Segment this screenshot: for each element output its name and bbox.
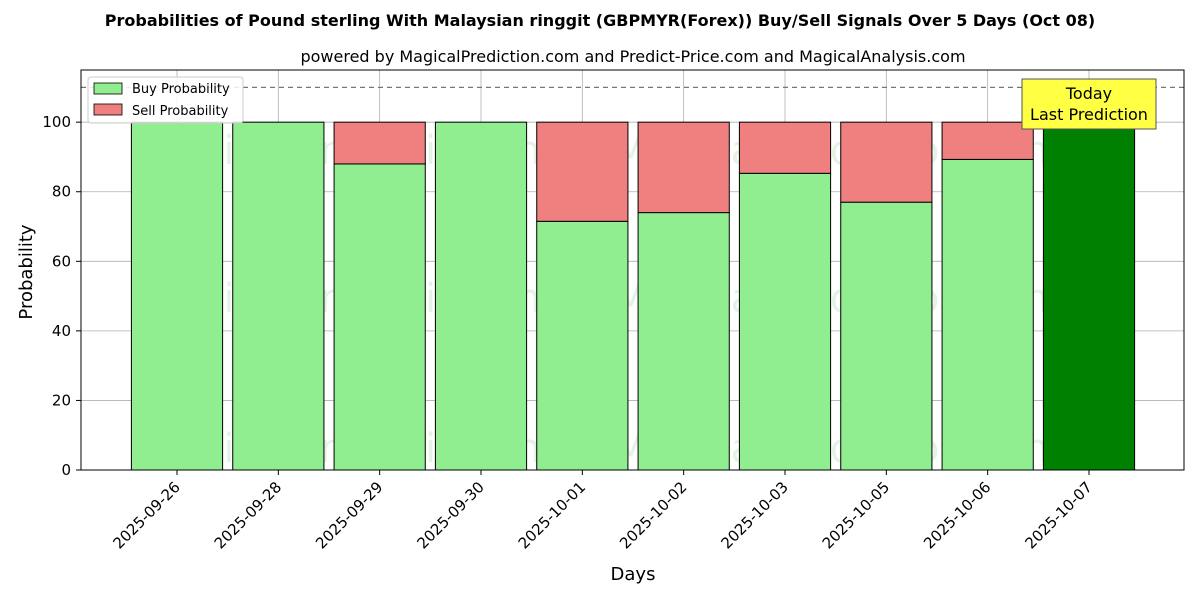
x-tick-label: 2025-10-01 — [515, 478, 589, 552]
legend-swatch-sell — [93, 103, 123, 116]
x-tick-label: 2025-09-26 — [109, 478, 183, 552]
y-axis-label: Probability — [16, 224, 37, 319]
today-annotation: Today Last Prediction — [1021, 78, 1157, 130]
bar-buy — [941, 158, 1034, 471]
x-ticks: 2025-09-26 2025-09-28 2025-09-29 2025-09-30… — [109, 470, 1096, 552]
chart-title: Probabilities of Pound sterling With Mal… — [105, 11, 1095, 30]
annotation-box — [1021, 78, 1157, 130]
axes — [80, 69, 1185, 471]
bar-sell — [333, 121, 426, 165]
y-tick-label: 100 — [42, 113, 71, 131]
x-tick-label: 2025-10-02 — [616, 478, 690, 552]
x-tick-label: 2025-10-06 — [920, 478, 994, 552]
y-tick-label: 40 — [52, 322, 71, 340]
bar-buy — [637, 212, 730, 471]
bar-sell — [536, 121, 629, 222]
legend-frame — [87, 76, 244, 124]
x-axis-label: Days — [611, 564, 656, 585]
bar-buy — [130, 121, 224, 471]
bar-sell — [738, 121, 832, 174]
bar-buy — [1042, 121, 1136, 471]
x-tick-label: 2025-09-29 — [312, 478, 386, 552]
bar-buy — [840, 201, 933, 471]
legend-swatch-buy — [93, 82, 123, 95]
bar-buy — [738, 172, 832, 471]
bar-sell — [637, 121, 730, 214]
y-tick-label: 80 — [52, 183, 71, 201]
bar-sell — [941, 121, 1034, 160]
x-tick-label: 2025-10-05 — [819, 478, 893, 552]
y-tick-label: 20 — [52, 391, 71, 409]
legend-label-sell: Sell Probability — [132, 104, 229, 119]
bar-sell — [840, 121, 933, 203]
bars — [130, 121, 1136, 471]
x-tick-label: 2025-10-03 — [717, 478, 791, 552]
y-tick-label: 0 — [61, 461, 71, 479]
x-tick-label: 2025-09-28 — [211, 478, 285, 552]
legend-label-buy: Buy Probability — [132, 82, 230, 97]
y-ticks: 0 20 40 60 80 100 — [42, 113, 81, 479]
x-tick-label: 2025-10-07 — [1021, 478, 1095, 552]
bar-buy — [333, 163, 426, 471]
annotation-line-2: Last Prediction — [1030, 105, 1148, 124]
plot-frame — [80, 69, 1185, 471]
y-tick-label: 60 — [52, 252, 71, 270]
bar-buy — [232, 121, 325, 471]
bar-buy — [536, 220, 629, 471]
x-tick-label: 2025-09-30 — [413, 478, 487, 552]
annotation-line-1: Today — [1065, 84, 1112, 103]
bar-buy — [434, 121, 528, 471]
legend: Buy Probability Sell Probability — [87, 76, 244, 124]
chart-subtitle: powered by MagicalPrediction.com and Pre… — [300, 47, 965, 66]
